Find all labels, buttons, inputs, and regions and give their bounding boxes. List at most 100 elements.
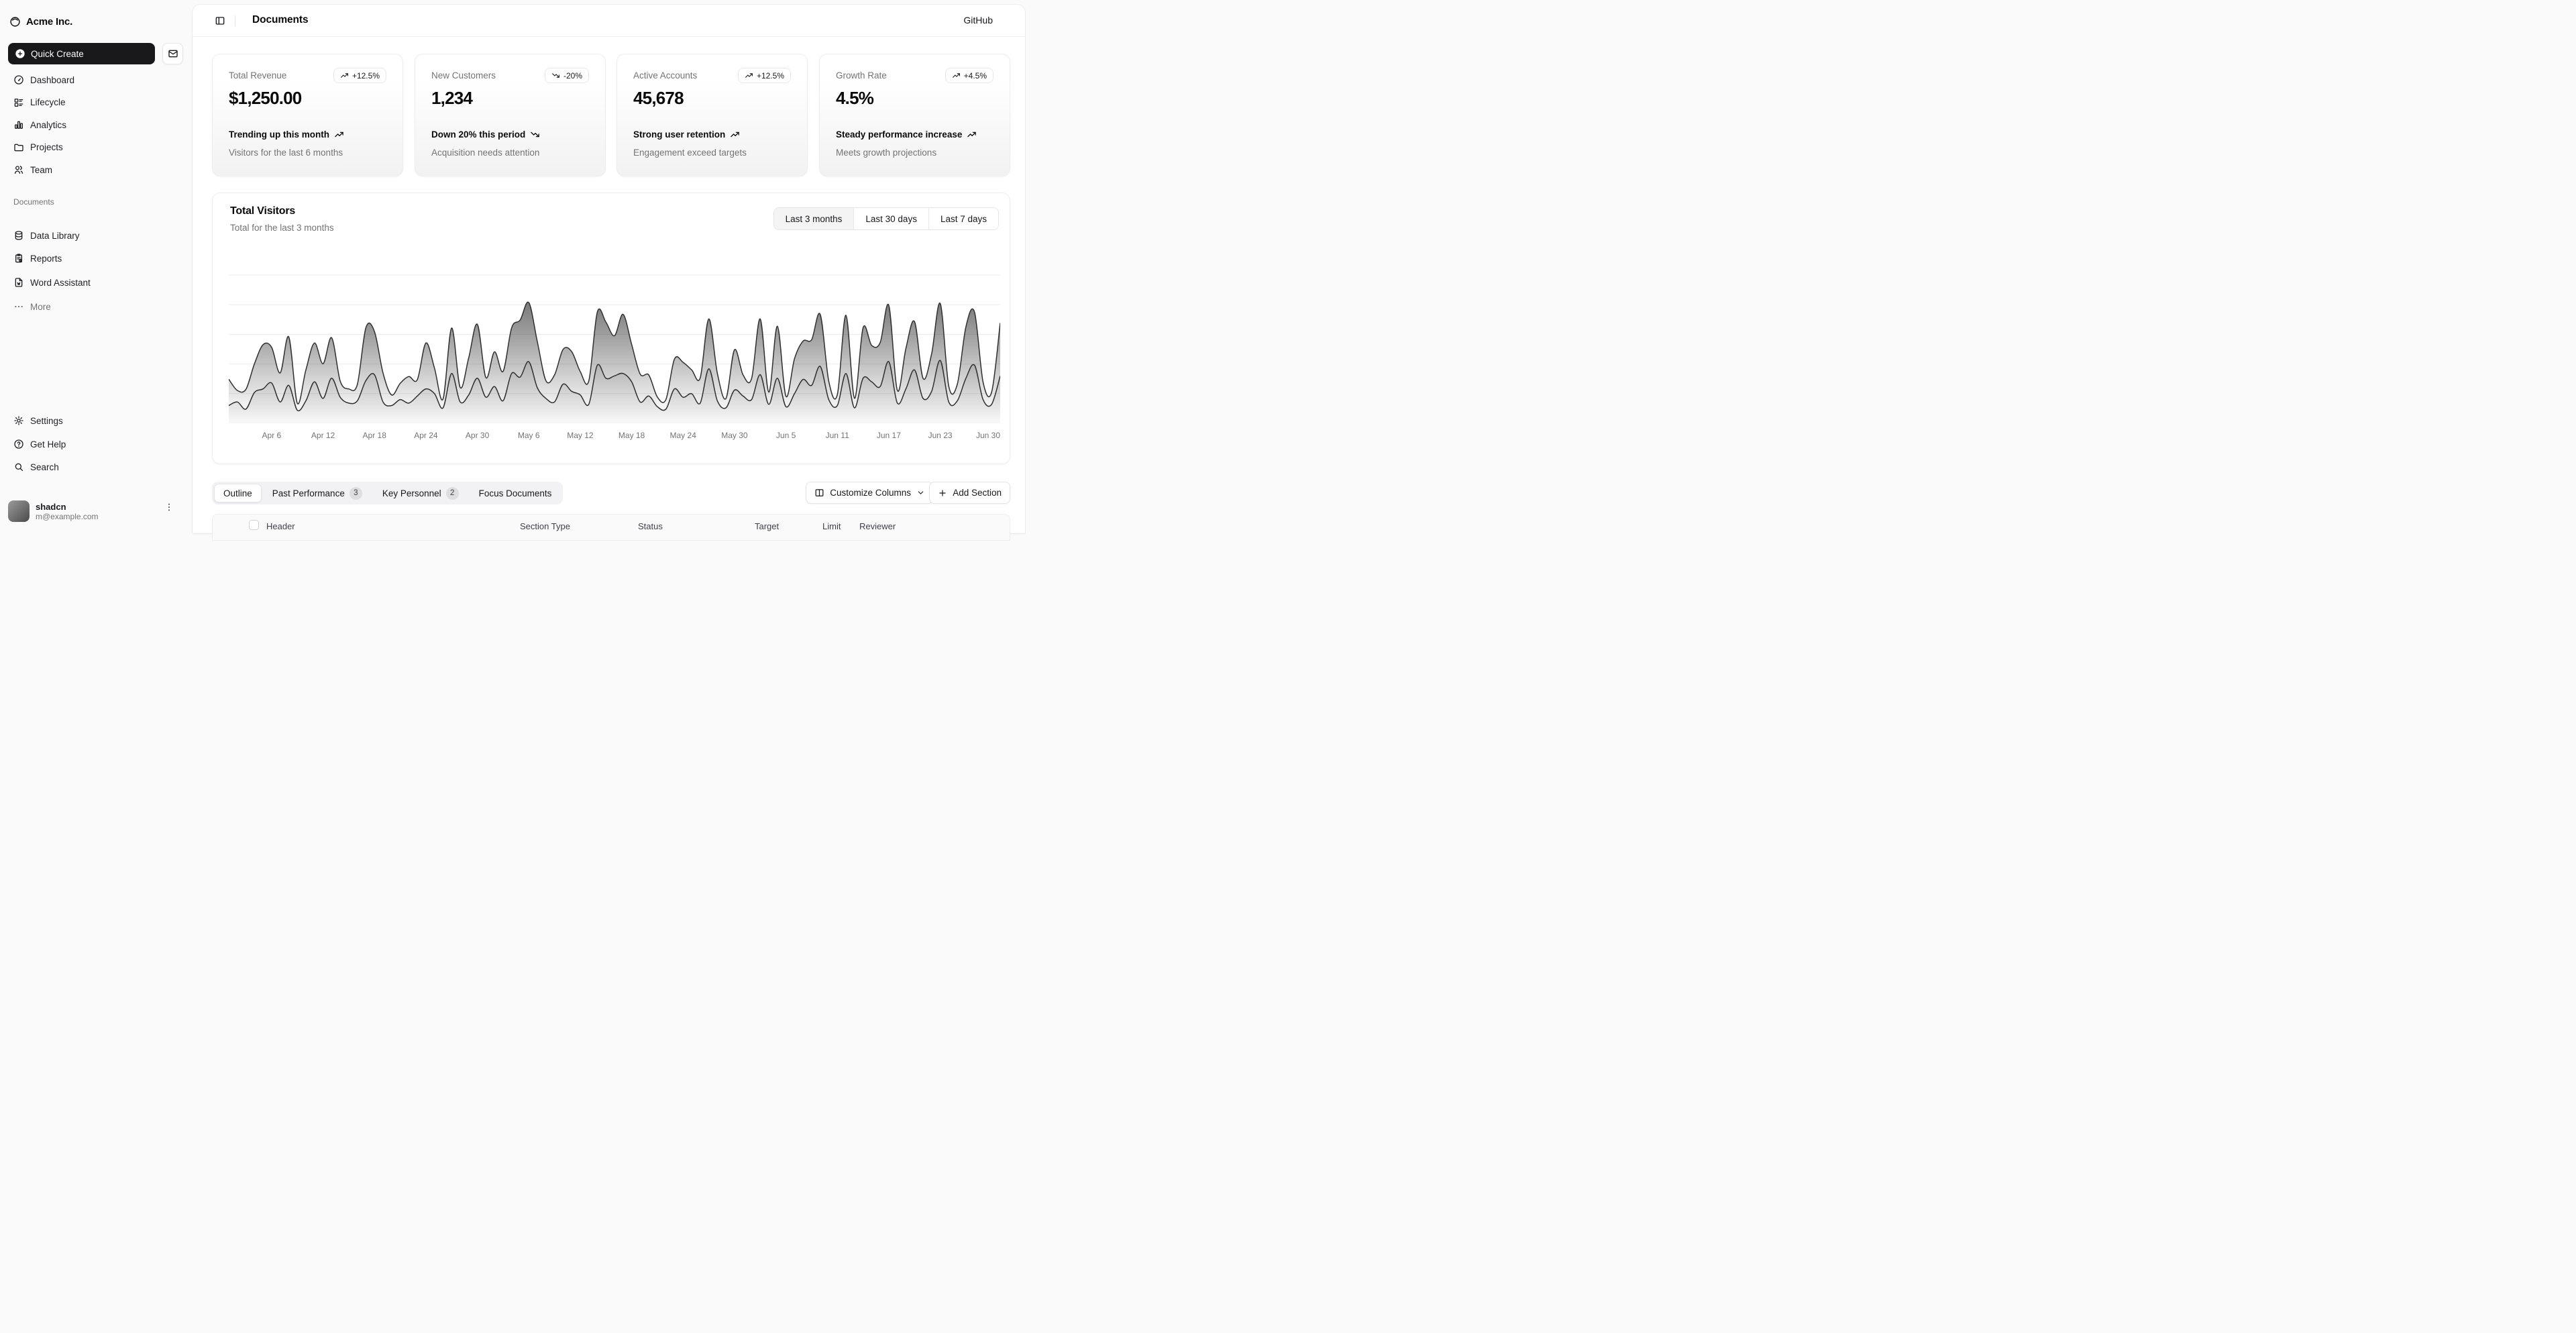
trending-down-icon — [530, 129, 540, 140]
chart-bar-icon — [13, 119, 24, 130]
range-last-3-months[interactable]: Last 3 months — [773, 208, 854, 229]
sidebar-item-label: Team — [30, 164, 53, 175]
sidebar-item-team[interactable]: Team — [8, 160, 169, 180]
svg-text:Apr 12: Apr 12 — [311, 431, 335, 440]
sidebar-item-lifecycle[interactable]: Lifecycle — [8, 93, 169, 113]
sidebar-item-label: Get Help — [30, 439, 66, 449]
panel-left-icon — [215, 15, 225, 26]
tab-outline[interactable]: Outline — [214, 484, 262, 502]
sidebar-item-data-library[interactable]: Data Library — [8, 225, 169, 246]
stat-card-footer-title: Down 20% this period — [431, 129, 540, 140]
svg-text:Jun 17: Jun 17 — [877, 431, 901, 440]
stat-card-value: 1,234 — [431, 88, 473, 108]
avatar — [8, 500, 30, 522]
mail-icon — [168, 48, 178, 59]
stat-card-footer-sub: Visitors for the last 6 months — [229, 148, 343, 158]
chart-title: Total Visitors — [230, 205, 296, 217]
badge-value: +12.5% — [352, 70, 380, 81]
chart-subtitle: Total for the last 3 months — [230, 223, 334, 233]
sidebar-item-get-help[interactable]: Get Help — [8, 434, 169, 454]
trending-up-icon — [967, 129, 977, 140]
stat-card-total-revenue: Total Revenue +12.5% $1,250.00 Trending … — [212, 54, 403, 176]
page-header: Documents GitHub — [193, 5, 1025, 37]
table-header-row: Header Section Type Status Target Limit … — [213, 515, 1010, 540]
user-email: m@example.com — [36, 511, 99, 521]
stat-card-footer-sub: Meets growth projections — [836, 148, 937, 158]
svg-text:May 30: May 30 — [721, 431, 748, 440]
sidebar-item-projects[interactable]: Projects — [8, 138, 169, 158]
trending-down-icon — [551, 71, 560, 80]
add-section-label: Add Section — [953, 488, 1002, 498]
badge-value: +12.5% — [756, 70, 784, 81]
tab-key-personnel[interactable]: Key Personnel 2 — [373, 484, 468, 502]
trending-up-icon — [340, 71, 349, 80]
stat-card-footer-title: Steady performance increase — [836, 129, 977, 140]
file-word-icon — [13, 277, 24, 288]
select-all-checkbox[interactable] — [249, 520, 259, 530]
column-section-type: Section Type — [520, 521, 570, 531]
trend-badge: -20% — [544, 68, 589, 83]
stat-card-footer-sub: Acquisition needs attention — [431, 148, 540, 158]
mail-button[interactable] — [162, 43, 183, 64]
stat-card-label: New Customers — [431, 70, 496, 81]
sidebar-item-more[interactable]: More — [8, 297, 169, 317]
customize-columns-button[interactable]: Customize Columns — [806, 482, 934, 504]
column-limit: Limit — [822, 521, 841, 531]
tab-count-badge: 2 — [445, 486, 459, 500]
search-icon — [13, 462, 24, 472]
stat-card-footer-title: Trending up this month — [229, 129, 344, 140]
svg-text:May 24: May 24 — [670, 431, 697, 440]
stat-card-label: Total Revenue — [229, 70, 287, 81]
user-menu[interactable]: shadcn m@example.com — [8, 496, 184, 526]
quick-create-button[interactable]: Quick Create — [8, 43, 155, 64]
sidebar-item-word-assistant[interactable]: Word Assistant — [8, 272, 169, 292]
help-icon — [13, 439, 24, 449]
stat-card-value: 45,678 — [633, 88, 684, 108]
range-last-30-days[interactable]: Last 30 days — [853, 208, 928, 229]
sidebar-item-search[interactable]: Search — [8, 457, 169, 477]
dashboard-icon — [13, 74, 24, 85]
dots-vertical-icon — [164, 502, 174, 513]
sidebar-toggle-button[interactable] — [210, 11, 230, 31]
sidebar-item-reports[interactable]: Reports — [8, 248, 169, 268]
stat-card-footer-sub: Engagement exceed targets — [633, 148, 747, 158]
quick-create-label: Quick Create — [31, 48, 84, 59]
svg-text:Apr 18: Apr 18 — [363, 431, 387, 440]
add-section-button[interactable]: Add Section — [929, 482, 1010, 504]
tab-focus-documents[interactable]: Focus Documents — [470, 484, 561, 502]
svg-text:May 12: May 12 — [567, 431, 594, 440]
sidebar-item-label: Projects — [30, 142, 63, 152]
sidebar-item-label: Analytics — [30, 119, 67, 130]
sidebar-item-label: Dashboard — [30, 74, 75, 85]
github-link[interactable]: GitHub — [963, 15, 993, 25]
tab-label: Past Performance — [272, 488, 345, 498]
column-header: Header — [266, 521, 295, 531]
stat-card-new-customers: New Customers -20% 1,234 Down 20% this p… — [415, 54, 606, 176]
document-tabs: Outline Past Performance 3 Key Personnel… — [212, 482, 564, 504]
sidebar-item-settings[interactable]: Settings — [8, 411, 169, 431]
sidebar-item-analytics[interactable]: Analytics — [8, 115, 169, 135]
visitors-area-chart[interactable]: Apr 6 Apr 12 Apr 18 Apr 24 Apr 30 May 6 May 12… — [229, 273, 1000, 446]
plus-circle-icon — [15, 48, 25, 59]
sidebar-item-label: Reports — [30, 253, 62, 264]
tab-past-performance[interactable]: Past Performance 3 — [263, 484, 372, 502]
range-toggle-group: Last 3 months Last 30 days Last 7 days — [773, 207, 999, 230]
sidebar-item-label: Word Assistant — [30, 277, 91, 288]
badge-value: -20% — [563, 70, 582, 81]
svg-text:Apr 30: Apr 30 — [466, 431, 490, 440]
svg-text:Jun 5: Jun 5 — [776, 431, 796, 440]
tab-label: Outline — [223, 488, 252, 498]
column-target: Target — [755, 521, 780, 531]
sidebar-item-label: Data Library — [30, 230, 80, 241]
sidebar-item-label: Lifecycle — [30, 97, 66, 107]
column-status: Status — [638, 521, 663, 531]
svg-text:Jun 30: Jun 30 — [976, 431, 1000, 440]
folder-icon — [13, 142, 24, 153]
users-icon — [13, 164, 24, 175]
brand-name: Acme Inc. — [26, 15, 73, 28]
stat-card-growth-rate: Growth Rate +4.5% 4.5% Steady performanc… — [819, 54, 1010, 176]
badge-value: +4.5% — [963, 70, 987, 81]
sidebar-item-dashboard[interactable]: Dashboard — [8, 70, 169, 90]
brand[interactable]: Acme Inc. — [8, 11, 78, 32]
range-last-7-days[interactable]: Last 7 days — [928, 208, 998, 229]
